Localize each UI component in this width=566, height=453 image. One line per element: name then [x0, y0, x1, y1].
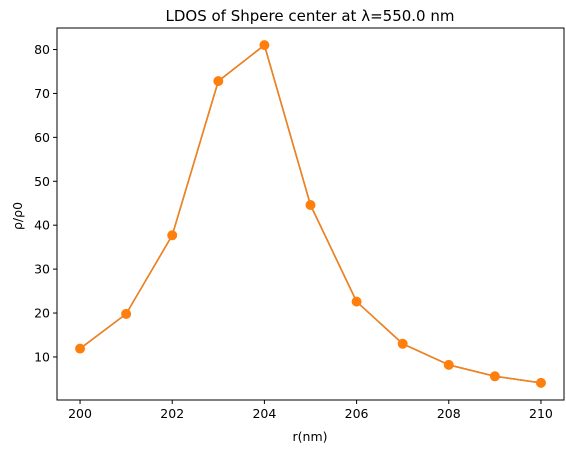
- data-point: [351, 296, 362, 307]
- series-line-0: [79, 44, 542, 384]
- plot-area: [75, 40, 546, 388]
- y-tick-label: 40: [34, 218, 50, 233]
- data-point: [443, 359, 454, 370]
- x-axis: 200 202 204 206 208 210: [68, 400, 553, 421]
- data-point: [305, 199, 316, 210]
- y-tick-label: 80: [34, 42, 50, 57]
- data-point: [397, 338, 408, 349]
- data-point: [213, 76, 224, 87]
- x-axis-label: r(nm): [293, 429, 328, 444]
- series-line-1: [79, 44, 542, 384]
- x-tick-label: 210: [529, 406, 553, 421]
- x-tick-label: 208: [437, 406, 461, 421]
- data-point: [167, 230, 178, 241]
- y-tick-label: 70: [34, 86, 50, 101]
- y-tick-label: 20: [34, 306, 50, 321]
- y-tick-label: 60: [34, 130, 50, 145]
- data-point: [121, 308, 132, 319]
- data-point: [259, 40, 270, 51]
- x-tick-label: 204: [252, 406, 276, 421]
- x-tick-label: 200: [68, 406, 92, 421]
- chart-title: LDOS of Shpere center at λ=550.0 nm: [166, 7, 455, 25]
- x-tick-label: 206: [345, 406, 369, 421]
- plot-frame: [56, 27, 565, 401]
- y-axis: 10 20 30 40 50 60 70 80: [34, 42, 57, 364]
- x-tick-label: 202: [160, 406, 184, 421]
- y-tick-label: 50: [34, 174, 50, 189]
- y-axis-label: ρ/ρ0: [10, 202, 25, 230]
- y-tick-label: 10: [34, 349, 50, 364]
- y-tick-label: 30: [34, 262, 50, 277]
- data-point: [489, 371, 500, 382]
- data-point: [535, 377, 546, 388]
- data-point: [75, 343, 86, 354]
